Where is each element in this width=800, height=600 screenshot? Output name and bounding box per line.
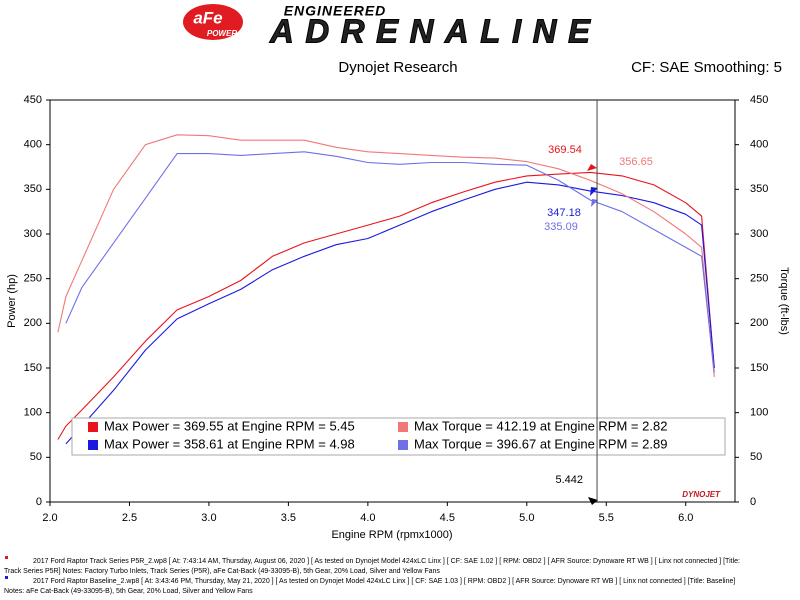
y2-tick-label: 0 <box>750 496 756 508</box>
legend-swatch <box>398 440 408 450</box>
y2-tick-label: 400 <box>750 139 768 151</box>
y2-tick-label: 300 <box>750 228 768 240</box>
footer-notes: 2017 Ford Raptor Track Series P5R_2.wp8 … <box>4 556 740 595</box>
y-tick-label: 250 <box>24 273 42 285</box>
x-tick-label: 6.0 <box>678 512 693 524</box>
annotation: 347.18 <box>547 207 581 219</box>
annotation: 369.54 <box>548 144 582 156</box>
annotation: 335.09 <box>544 221 578 233</box>
y2-tick-label: 50 <box>750 451 762 463</box>
logo-text: aFe <box>193 8 222 27</box>
series-line <box>65 181 715 445</box>
y2-tick-label: 350 <box>750 183 768 195</box>
correction-label: CF: SAE Smoothing: 5 <box>631 59 782 76</box>
x-tick-label: 4.5 <box>440 512 455 524</box>
note-marker <box>5 576 8 579</box>
y-tick-label: 200 <box>24 317 42 329</box>
legend-swatch <box>88 422 98 432</box>
y2-tick-label: 150 <box>750 362 768 374</box>
annotation-arrow <box>587 164 597 171</box>
series-line <box>57 171 715 440</box>
y-tick-label: 400 <box>24 139 42 151</box>
logo: aFe POWER <box>183 4 243 40</box>
series-lines <box>57 134 715 445</box>
legend-label: Max Power = 358.61 at Engine RPM = 4.98 <box>104 436 355 451</box>
series-line <box>57 134 715 377</box>
subtitle: Dynojet Research <box>338 59 457 76</box>
x-axis-label: Engine RPM (rpmx1000) <box>331 529 452 541</box>
x-tick-label: 5.5 <box>599 512 614 524</box>
annotation-arrow <box>591 199 598 207</box>
logo-badge <box>183 4 243 40</box>
watermark: DYNOJET <box>682 490 721 499</box>
y2-tick-label: 200 <box>750 317 768 329</box>
legend-label: Max Power = 369.55 at Engine RPM = 5.45 <box>104 418 355 433</box>
annotation-arrow <box>590 187 598 196</box>
note-marker <box>5 556 8 559</box>
x-tick-label: 5.0 <box>519 512 534 524</box>
heading-top: ENGINEERED <box>284 3 387 19</box>
x-tick-label: 2.5 <box>122 512 137 524</box>
y-tick-label: 350 <box>24 183 42 195</box>
y-tick-label: 300 <box>24 228 42 240</box>
heading-main: ADRENALINE <box>269 13 591 50</box>
y-tick-label: 450 <box>24 94 42 106</box>
x-tick-label: 2.0 <box>42 512 57 524</box>
y-tick-label: 50 <box>30 451 42 463</box>
y-tick-label: 0 <box>36 496 42 508</box>
legend-label: Max Torque = 412.19 at Engine RPM = 2.82 <box>414 418 667 433</box>
x-tick-label: 3.5 <box>281 512 296 524</box>
note-line: Notes: aFe Cat-Back (49-33095-B), 5th Ge… <box>4 588 253 595</box>
annotation: 356.65 <box>619 156 653 168</box>
y-tick-label: 100 <box>24 407 42 419</box>
legend-swatch <box>88 440 98 450</box>
y2-tick-label: 100 <box>750 407 768 419</box>
legend-entries: Max Power = 369.55 at Engine RPM = 5.45 M… <box>88 418 667 451</box>
y2-axis-label: Torque (ft-lbs) <box>778 267 790 335</box>
annotation-arrow <box>588 497 598 505</box>
legend-label: Max Torque = 396.67 at Engine RPM = 2.89 <box>414 436 667 451</box>
x-tick-label: 3.0 <box>201 512 216 524</box>
note-line: Track Series P5R] Notes: Factory Turbo I… <box>4 568 440 575</box>
x-tick-label: 4.0 <box>360 512 375 524</box>
cursor-label: 5.442 <box>556 474 584 486</box>
y-tick-label: 150 <box>24 362 42 374</box>
note-line: 2017 Ford Raptor Track Series P5R_2.wp8 … <box>33 558 740 565</box>
logo-sub: POWER <box>207 29 237 38</box>
y-axis-label: Power (hp) <box>6 274 18 328</box>
note-line: 2017 Ford Raptor Baseline_2.wp8 [ At: 3:… <box>33 578 735 585</box>
legend-swatch <box>398 422 408 432</box>
y2-tick-label: 450 <box>750 94 768 106</box>
series-line <box>65 151 715 373</box>
y2-tick-label: 250 <box>750 273 768 285</box>
